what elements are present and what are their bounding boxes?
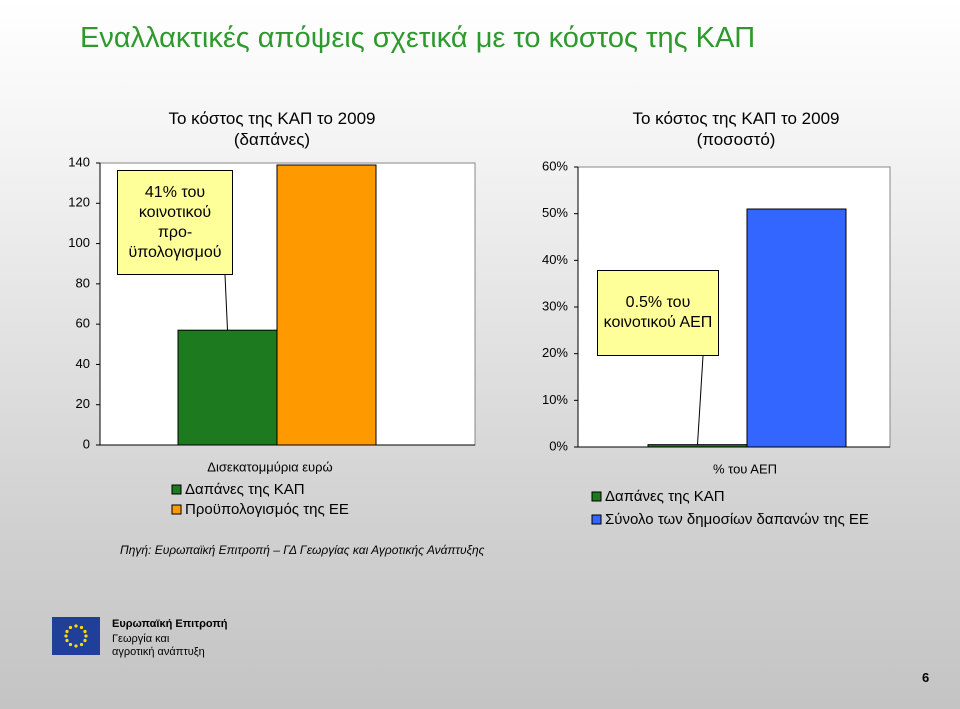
slide-title: Εναλλακτικές απόψεις σχετικά με το κόστο… <box>80 22 756 54</box>
logo-line: Γεωργία και <box>112 633 170 645</box>
y-tick-label: 80 <box>76 275 90 290</box>
source: Πηγή: Ευρωπαϊκή Επιτροπή – ΓΔ Γεωργίας κ… <box>120 543 485 557</box>
bar <box>177 329 278 446</box>
y-tick-label: 30% <box>542 298 568 313</box>
y-tick-label: 0 <box>83 436 90 451</box>
callout-pointer <box>224 274 228 331</box>
y-tick-label: 60% <box>542 158 568 173</box>
legend-label: Προϋπολογισμός της ΕΕ <box>185 501 349 518</box>
y-tick-label: 50% <box>542 205 568 220</box>
eu-flag <box>52 617 100 655</box>
legend-swatch <box>591 491 602 502</box>
y-tick-label: 120 <box>68 195 90 210</box>
y-tick-label: 100 <box>68 235 90 250</box>
annotation: 41% του κοινοτικού προ-ϋπολογισμού <box>117 170 233 275</box>
callout-pointer <box>697 355 704 445</box>
y-tick-label: 20 <box>76 396 90 411</box>
y-tick-label: 40 <box>76 356 90 371</box>
legend-swatch <box>171 484 182 495</box>
legend-label: Σύνολο των δημοσίων δαπανών της ΕΕ <box>605 511 869 528</box>
legend-label: Δαπάνες της ΚΑΠ <box>185 481 305 498</box>
annotation: 0.5% του κοινοτικού ΑΕΠ <box>597 270 719 356</box>
bar <box>276 164 377 446</box>
legend-swatch <box>591 514 602 525</box>
flag-stars <box>64 624 88 648</box>
x-axis-label: Δισεκατομμύρια ευρώ <box>207 459 332 474</box>
chart-title: Το κόστος της ΚΑΠ το 2009 (δαπάνες) <box>168 109 376 149</box>
legend-label: Δαπάνες της ΚΑΠ <box>605 488 725 505</box>
logo-name: Ευρωπαϊκή Επιτροπή <box>112 618 228 630</box>
bar <box>746 208 847 448</box>
y-tick-label: 0% <box>549 438 568 453</box>
y-tick-label: 140 <box>68 154 90 169</box>
chart-title: Το κόστος της ΚΑΠ το 2009 (ποσοστό) <box>632 109 840 149</box>
x-axis-label: % του ΑΕΠ <box>713 461 777 476</box>
y-tick-label: 10% <box>542 392 568 407</box>
y-tick-label: 60 <box>76 316 90 331</box>
logo-line: αγροτική ανάπτυξη <box>112 646 205 658</box>
y-tick-label: 40% <box>542 252 568 267</box>
page-number: 6 <box>922 670 930 685</box>
legend-swatch <box>171 504 182 515</box>
y-tick-label: 20% <box>542 345 568 360</box>
